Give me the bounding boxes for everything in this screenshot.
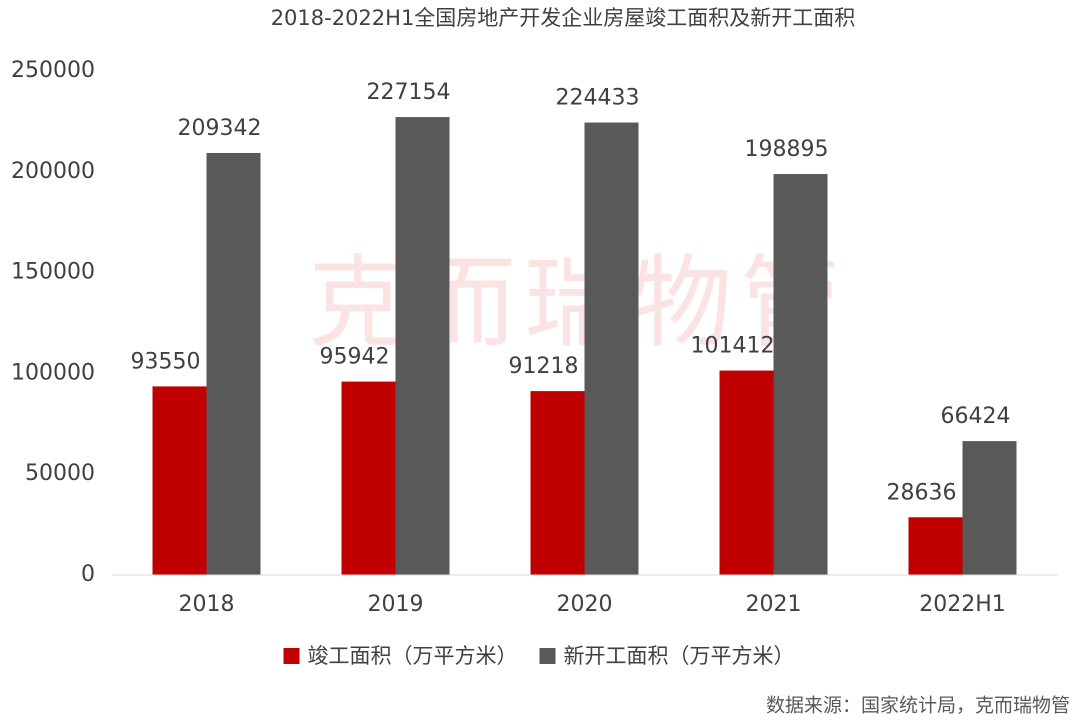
- data-label: 101412: [691, 334, 775, 359]
- bar: [719, 370, 774, 575]
- data-label: 209342: [178, 116, 262, 141]
- y-tick-label: 150000: [11, 260, 95, 285]
- data-label: 91218: [509, 354, 579, 379]
- y-tick-label: 50000: [25, 461, 95, 486]
- data-label: 28636: [887, 480, 957, 505]
- bar: [962, 441, 1017, 575]
- data-label: 224433: [556, 86, 640, 111]
- y-tick-label: 0: [81, 562, 95, 587]
- bar: [341, 381, 396, 575]
- data-label: 66424: [941, 404, 1011, 429]
- legend-label: 竣工面积（万平方米）: [308, 644, 518, 668]
- chart-title: 2018-2022H1全国房地产开发企业房屋竣工面积及新开工面积: [271, 6, 856, 30]
- data-label: 227154: [367, 80, 451, 105]
- bar: [773, 174, 828, 575]
- x-tick-label: 2019: [368, 592, 424, 617]
- bar: [152, 386, 207, 575]
- y-tick-label: 100000: [11, 360, 95, 385]
- data-label: 95942: [320, 345, 390, 370]
- x-tick-label: 2018: [179, 592, 235, 617]
- legend-swatch: [283, 648, 300, 664]
- bar: [530, 391, 585, 575]
- x-tick-label: 2020: [557, 592, 613, 617]
- x-tick-label: 2022H1: [919, 592, 1006, 617]
- bar: [206, 152, 261, 575]
- bar: [395, 117, 450, 576]
- y-tick-label: 250000: [11, 58, 95, 83]
- x-tick-label: 2021: [746, 592, 802, 617]
- legend-swatch: [539, 648, 556, 664]
- y-tick-label: 200000: [11, 159, 95, 184]
- legend-label: 新开工面积（万平方米）: [564, 644, 795, 668]
- bar: [584, 122, 639, 575]
- source-note: 数据来源：国家统计局，克而瑞物管: [766, 695, 1070, 717]
- data-label: 93550: [131, 349, 201, 374]
- bar: [908, 517, 963, 575]
- data-label: 198895: [745, 137, 829, 162]
